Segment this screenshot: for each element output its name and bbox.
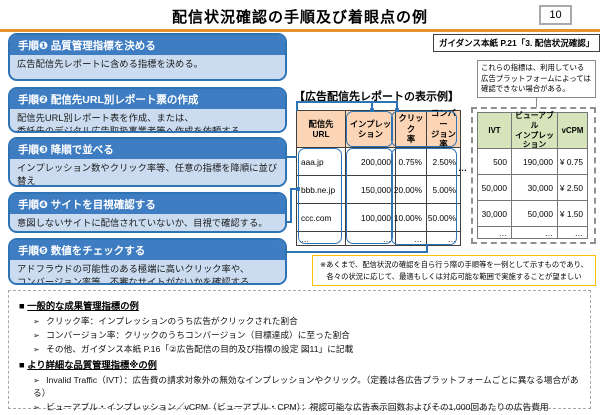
step-5-body: アドフラウドの可能性のある極端に高いクリック率や、 コンバージョン率等、不審なサ…: [10, 260, 285, 283]
table-cell: 5.00%: [427, 176, 461, 204]
extended-metrics-dashed-box: [471, 107, 596, 244]
table-cell: ¥ 1.50: [558, 201, 588, 227]
table-cell: …: [478, 227, 512, 239]
step5-connector-h: [284, 251, 428, 253]
table-cell: 500: [478, 149, 512, 175]
report-example-caption: 【広告配信先レポートの表示例】: [294, 91, 459, 103]
step-1-body: 広告配信先レポートに含める指標を決める。: [10, 55, 285, 74]
metric-item: ➢ その他、ガイダンス本紙 P.16「②広告配信の目的及び指標の設定 図11」に…: [33, 344, 354, 354]
page-number: 10: [539, 5, 572, 25]
table-cell: 150,000: [346, 176, 396, 204]
step4-connector-v: [290, 189, 292, 223]
table-cell: bbb.ne.jp: [297, 176, 346, 204]
bracket-left-stub: [296, 101, 298, 111]
table-cell: ¥ 0.75: [558, 149, 588, 175]
metric-item: ➢ Invalid Traffic（IVT）：広告費の請求対象外の無効なインプレ…: [33, 375, 579, 398]
table-cell: 100,000: [346, 204, 396, 232]
section-heading-detailed-metrics: ■ より詳細な品質管理指標※の例: [19, 360, 157, 370]
disclaimer-note: ※あくまで、配信状況の確認を自ら行う際の手順等を一例として示すものであり、 各々…: [312, 255, 596, 286]
table-cell: 30,000: [512, 175, 558, 201]
bracket-impressions-stub: [371, 101, 373, 110]
table-cell: 200,000: [346, 148, 396, 176]
col-header-impressions: インプレッ ション: [346, 111, 396, 148]
col-header-vcpm: vCPM: [558, 113, 588, 149]
heading-prefix: ■: [19, 301, 25, 311]
table-cell: 10.00%: [394, 204, 427, 232]
step-2-box: 手順❷ 配信先URL別レポート票の作成 配信先URL別レポート表を作成、または、…: [8, 87, 287, 133]
step-4-body: 意図しないサイトに配信されていないか、目視で確認する。: [10, 214, 285, 231]
table-cell: …: [558, 227, 588, 239]
table-cell: 30,000: [478, 201, 512, 227]
guidance-reference: ガイダンス本紙 P.21「3. 配信状況確認」: [433, 34, 600, 52]
col-header-ivt: IVT: [478, 113, 512, 149]
table-cell: …: [297, 232, 346, 246]
delivery-report-table: 配信先 URL インプレッ ション クリック 率 コンバー ジョン率 aaa.j…: [296, 108, 461, 246]
callout-connector-line: [536, 98, 537, 107]
title-rule: [0, 29, 600, 32]
table-cell: ccc.com: [297, 204, 346, 232]
table-cell: …: [427, 232, 461, 246]
step-4-header: 手順❹ サイトを目視確認する: [10, 194, 285, 214]
step4-connector-h1: [287, 221, 292, 223]
step4-connector-h2: [290, 188, 298, 190]
table-cell: 20.00%: [394, 176, 427, 204]
table-cell: …: [512, 227, 558, 239]
step-4-box: 手順❹ サイトを目視確認する 意図しないサイトに配信されていないか、目視で確認す…: [8, 192, 287, 233]
metrics-definitions-box: ■ 一般的な成果管理指標の例 ➢ クリック率：インプレッションのうち広告がクリッ…: [8, 290, 591, 412]
col-header-viewable-impressions: ビューアブル インプレッ ション: [512, 111, 558, 149]
platform-availability-callout: これらの指標は、利用している 広告プラットフォームによっては 確認できない場合が…: [477, 60, 596, 99]
table-cell: 2.50%: [427, 148, 461, 176]
step-2-body: 配信先URL別レポート表を作成、または、 委託先のデジタル広告取扱事業者等へ作成…: [10, 109, 285, 131]
metric-item: ➢ ビューアブル・インプレッション／vCPM（ビューアブル・CPM）：視認可能な…: [33, 402, 549, 412]
table-cell: 50,000: [478, 175, 512, 201]
step-3-body: インプレッション数やクリック率等、任意の指標を降順に並び替え 目視確認の対象（影…: [10, 159, 285, 185]
arrow-bullet-icon: ➢: [33, 376, 40, 385]
arrow-bullet-icon: ➢: [33, 403, 40, 412]
table-cell: 50.00%: [427, 204, 461, 232]
arrow-bullet-icon: ➢: [33, 317, 40, 326]
step-3-header: 手順❸ 降順で並べる: [10, 139, 285, 159]
step-2-header: 手順❷ 配信先URL別レポート票の作成: [10, 89, 285, 109]
col-header-url: 配信先 URL: [297, 111, 346, 148]
table-cell: 190,000: [512, 149, 558, 175]
table-cell: 50,000: [512, 201, 558, 227]
table-separator-ellipsis: …: [458, 163, 467, 173]
bracket-horizontal-line: [296, 101, 398, 103]
step-5-box: 手順❺ 数値をチェックする アドフラウドの可能性のある極端に高いクリック率や、 …: [8, 238, 287, 285]
step3-connector: [287, 156, 297, 158]
table-cell: ¥ 2.50: [558, 175, 588, 201]
bracket-ctr-dot: [395, 108, 399, 112]
step5-connector-v: [426, 244, 428, 253]
bracket-impressions-dot: [370, 108, 374, 112]
heading-prefix: ■: [19, 360, 25, 370]
section-heading-general-metrics: ■ 一般的な成果管理指標の例: [19, 301, 139, 311]
step-3-box: 手順❸ 降順で並べる インプレッション数やクリック率等、任意の指標を降順に並び替…: [8, 137, 287, 187]
table-cell: aaa.jp: [297, 148, 346, 176]
metric-item: ➢ クリック率：インプレッションのうち広告がクリックされた割合: [33, 316, 298, 326]
bracket-ctr-stub: [396, 101, 398, 110]
step-5-header: 手順❺ 数値をチェックする: [10, 240, 285, 260]
arrow-bullet-icon: ➢: [33, 345, 40, 354]
extended-metrics-table: IVT ビューアブル インプレッ ション vCPM 500 190,000 ¥ …: [477, 111, 588, 239]
table-cell: …: [346, 232, 396, 246]
table-cell: …: [396, 232, 427, 246]
col-header-ctr: クリック 率: [396, 111, 427, 148]
step-1-box: 手順❶ 品質管理指標を決める 広告配信先レポートに含める指標を決める。: [8, 33, 287, 81]
metric-item: ➢ コンバージョン率：クリックのうちコンバージョン（目標達成）に至った割合: [33, 330, 350, 340]
table-cell: 0.75%: [396, 148, 427, 176]
page-title: 配信状況確認の手順及び着眼点の例: [171, 9, 428, 26]
arrow-bullet-icon: ➢: [33, 331, 40, 340]
col-header-cvr: コンバー ジョン率: [427, 108, 461, 149]
step4-connector-dot: [296, 187, 300, 191]
step-1-header: 手順❶ 品質管理指標を決める: [10, 35, 285, 55]
